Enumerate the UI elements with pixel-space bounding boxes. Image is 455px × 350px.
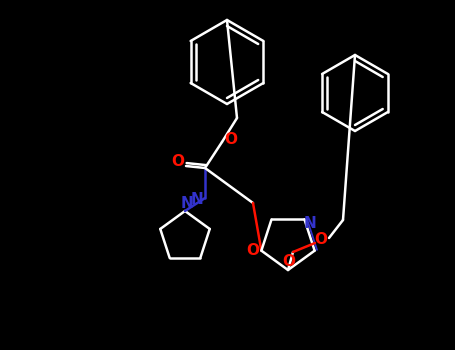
Text: O: O [283, 253, 295, 268]
Text: N: N [181, 196, 193, 210]
Text: O: O [314, 232, 328, 247]
Text: O: O [172, 154, 184, 169]
Text: O: O [246, 243, 259, 258]
Text: N: N [191, 191, 203, 206]
Text: O: O [224, 133, 238, 147]
Text: N: N [304, 216, 317, 231]
